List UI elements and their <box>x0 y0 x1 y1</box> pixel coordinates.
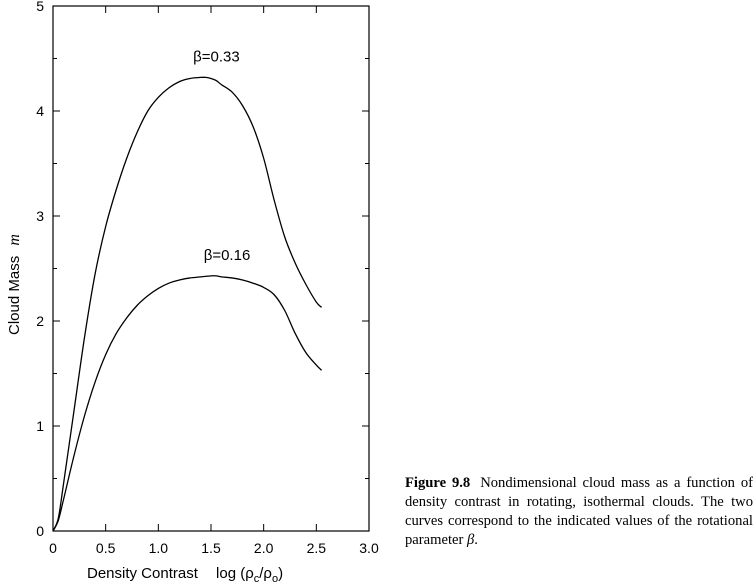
data-curves <box>52 76 323 532</box>
x-tick-label: 1.5 <box>201 540 221 556</box>
axis-ticks <box>52 5 370 532</box>
x-tick-label: 2.0 <box>254 540 274 556</box>
series-label-1: β=0.16 <box>204 247 251 264</box>
series-labels: β=0.33 β=0.16 <box>193 48 250 263</box>
x-tick-labels: 0 0.5 1.0 1.5 2.0 2.5 3.0 <box>49 540 379 556</box>
y-tick-label: 4 <box>36 103 44 119</box>
y-tick-labels: 0 1 2 3 4 5 <box>36 0 44 539</box>
x-tick-label: 3.0 <box>359 540 379 556</box>
series-line-1 <box>52 275 323 532</box>
figure-caption: Figure 9.8 Nondimensional cloud mass as a… <box>405 474 753 550</box>
plot-frame <box>52 5 370 532</box>
series-line-0 <box>52 76 323 532</box>
y-tick-label: 5 <box>36 0 44 14</box>
y-tick-label: 3 <box>36 208 44 224</box>
y-tick-label: 2 <box>36 313 44 329</box>
caption-end: . <box>474 532 478 548</box>
x-tick-label: 2.5 <box>307 540 327 556</box>
x-tick-label: 1.0 <box>149 540 169 556</box>
caption-text: Nondimensional cloud mass as a function … <box>405 475 753 548</box>
x-tick-label: 0.5 <box>96 540 116 556</box>
y-tick-label: 1 <box>36 418 44 434</box>
caption-beta: β <box>467 532 475 548</box>
x-tick-label: 0 <box>49 540 57 556</box>
y-tick-label: 0 <box>36 523 44 539</box>
figure-label: Figure 9.8 <box>405 475 471 491</box>
y-axis-label: Cloud Mass m <box>6 234 23 335</box>
series-label-0: β=0.33 <box>193 48 240 65</box>
x-axis-label: Density Contrast log (ρc/ρo) <box>87 565 283 585</box>
